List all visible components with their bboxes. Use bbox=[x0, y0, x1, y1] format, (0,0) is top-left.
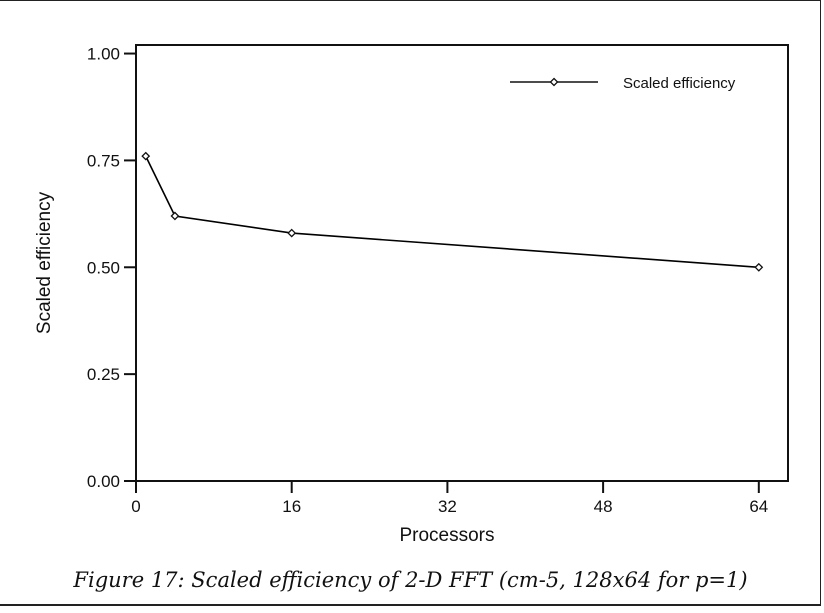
y-tick-label: 1.00 bbox=[87, 45, 120, 64]
axes: 0.00 0.25 0.50 0.75 1.00 0 16 32 48 64 Processors S… bbox=[34, 44, 789, 546]
x-tick-label: 48 bbox=[594, 497, 613, 516]
legend-label: Scaled efficiency bbox=[623, 75, 736, 92]
line-chart: 0.00 0.25 0.50 0.75 1.00 0 16 32 48 64 Processors S… bbox=[34, 44, 789, 546]
x-tick-label: 16 bbox=[282, 497, 301, 516]
figure-caption: Figure 17: Scaled efficiency of 2-D FFT … bbox=[73, 568, 748, 592]
data-point bbox=[287, 228, 297, 238]
legend: Scaled efficiency bbox=[510, 75, 736, 92]
x-axis-title: Processors bbox=[399, 525, 494, 546]
y-tick-label: 0.25 bbox=[87, 365, 120, 384]
x-tick-label: 0 bbox=[131, 497, 140, 516]
x-tick-label: 32 bbox=[438, 497, 457, 516]
y-axis-title: Scaled efficiency bbox=[34, 191, 55, 334]
x-tick-label: 64 bbox=[749, 497, 768, 516]
y-tick-label: 0.00 bbox=[87, 472, 120, 491]
legend-marker bbox=[549, 77, 559, 87]
data-point bbox=[754, 262, 764, 272]
plot-area-border bbox=[135, 44, 789, 482]
series-line bbox=[145, 155, 759, 269]
y-tick-label: 0.75 bbox=[87, 151, 120, 170]
y-tick-label: 0.50 bbox=[87, 258, 120, 277]
data-point bbox=[141, 151, 151, 161]
data-marks bbox=[141, 151, 764, 272]
data-point bbox=[170, 211, 180, 221]
